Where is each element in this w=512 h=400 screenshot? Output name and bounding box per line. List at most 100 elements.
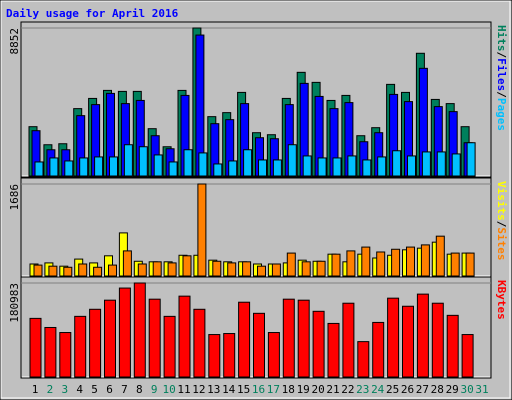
x-tick-label: 13 <box>207 383 220 396</box>
x-tick-label: 17 <box>267 383 280 396</box>
bar <box>342 302 355 378</box>
bar <box>362 159 372 177</box>
bar <box>346 250 356 277</box>
bar <box>271 263 281 277</box>
bar <box>104 299 116 378</box>
bar <box>451 153 461 177</box>
bar <box>436 151 446 177</box>
x-tick-label: 11 <box>177 383 190 396</box>
x-tick-label: 31 <box>475 383 488 396</box>
bar <box>257 265 266 277</box>
bar <box>34 161 44 177</box>
bar <box>402 305 414 378</box>
x-tick-label: 10 <box>162 383 175 396</box>
x-tick-label: 19 <box>297 383 310 396</box>
bar <box>64 160 74 177</box>
bar <box>197 183 207 277</box>
bar <box>407 155 416 177</box>
bar <box>282 298 295 378</box>
legend: Visits/Sites <box>495 181 508 261</box>
bar <box>372 321 385 378</box>
bar <box>63 266 73 277</box>
bar <box>122 250 132 277</box>
bar <box>238 301 251 378</box>
bar <box>148 298 161 378</box>
chart-title: Daily usage for April 2016 <box>6 7 179 20</box>
bar <box>93 266 103 277</box>
bar <box>272 159 282 177</box>
bar <box>182 255 192 277</box>
bar <box>431 302 444 378</box>
bar <box>361 246 371 277</box>
bar <box>465 252 475 277</box>
bar <box>212 260 222 277</box>
bar <box>228 160 238 177</box>
bar <box>287 144 297 177</box>
x-tick-label: 30 <box>460 383 473 396</box>
bar <box>118 287 131 378</box>
bar <box>387 297 400 378</box>
x-tick-label: 24 <box>371 383 385 396</box>
bar <box>376 251 386 277</box>
legend-entry: KBytes <box>495 280 508 320</box>
bar <box>79 157 89 177</box>
bar <box>312 310 325 378</box>
x-tick-label: 6 <box>106 383 113 396</box>
legend-entry: Pages <box>495 98 508 131</box>
bar <box>450 252 460 277</box>
bar <box>357 341 370 378</box>
bar <box>253 312 265 378</box>
bar <box>327 322 340 378</box>
bar <box>178 295 191 378</box>
x-tick-label: 18 <box>282 383 295 396</box>
bar <box>89 308 102 378</box>
bar <box>391 248 401 277</box>
legend-entry: Hits <box>495 25 508 52</box>
x-tick-label: 9 <box>151 383 158 396</box>
bar <box>420 244 430 277</box>
legend: KBytes <box>495 280 508 320</box>
bar <box>163 315 176 378</box>
x-tick-label: 12 <box>192 383 205 396</box>
bar <box>94 156 104 177</box>
bar <box>208 334 221 378</box>
bar <box>44 326 57 378</box>
bar <box>78 263 88 277</box>
bar <box>74 315 87 378</box>
x-tick-label: 23 <box>356 383 369 396</box>
bar <box>461 334 474 378</box>
bar <box>168 161 178 177</box>
legend-entry: Visits <box>495 181 508 221</box>
x-tick-label: 27 <box>416 383 429 396</box>
bar <box>29 317 42 378</box>
legend-separator: / <box>495 52 508 59</box>
bar <box>153 154 163 177</box>
bar <box>301 261 311 277</box>
bar <box>133 282 146 378</box>
bar <box>123 144 133 177</box>
bar <box>258 159 267 177</box>
bar <box>242 261 252 277</box>
bar <box>33 264 43 277</box>
bar <box>392 150 402 177</box>
x-tick-label: 2 <box>47 383 54 396</box>
x-tick-label: 26 <box>401 383 414 396</box>
bar <box>302 155 312 177</box>
bar <box>59 332 72 378</box>
bar <box>183 149 193 177</box>
bar <box>317 157 327 177</box>
bar <box>466 142 476 177</box>
bar <box>213 163 223 177</box>
bar <box>243 149 253 177</box>
bar <box>227 262 237 277</box>
bar <box>316 260 326 277</box>
bar <box>406 246 415 277</box>
bar <box>48 265 58 277</box>
x-tick-label: 1 <box>32 383 39 396</box>
legend: Hits/Files/Pages <box>495 25 508 131</box>
legend-entry: Sites <box>495 227 508 260</box>
x-tick-label: 5 <box>91 383 98 396</box>
bar <box>49 157 59 177</box>
bar <box>347 155 357 177</box>
bar <box>267 332 280 378</box>
